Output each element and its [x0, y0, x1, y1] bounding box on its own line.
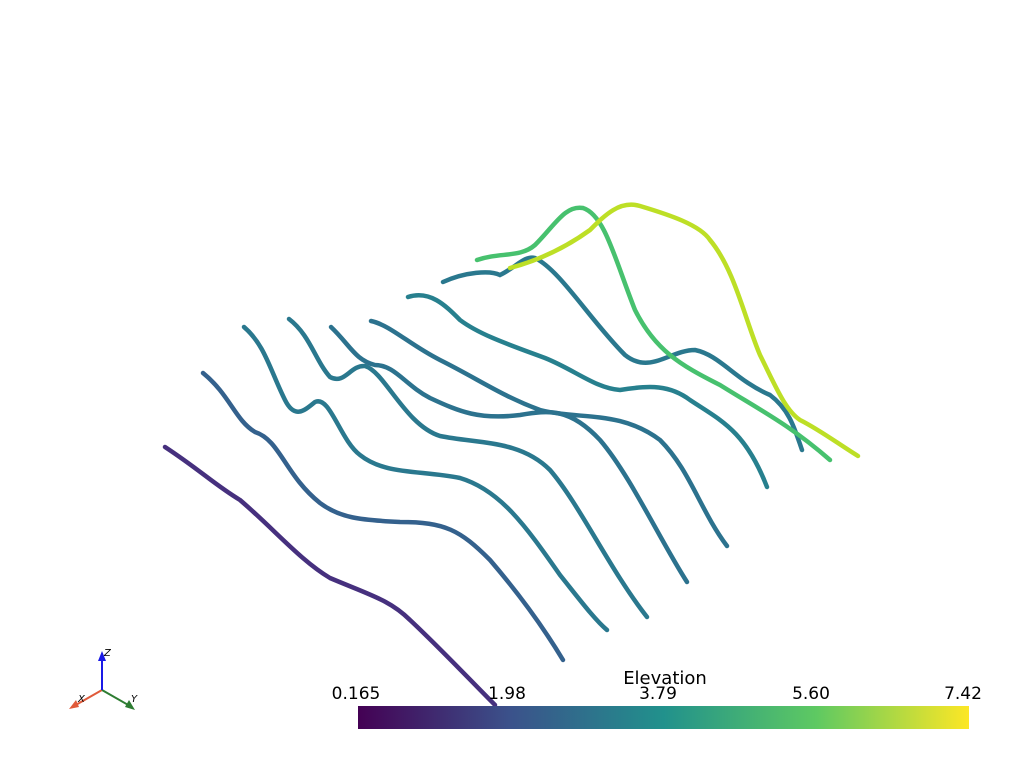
- scalar-bar: [358, 706, 969, 729]
- elevation-profile-line-1: [162, 444, 498, 708]
- z-axis-label: Z: [103, 648, 112, 659]
- z-axis-arrowhead: [98, 651, 106, 661]
- elevation-profile-line-4: [286, 316, 650, 620]
- y-axis-label: Y: [131, 694, 138, 705]
- scalar-bar-tick-5: 7.42: [944, 684, 982, 704]
- x-axis-label: X: [77, 694, 86, 705]
- scalar-bar-tick-2: 1.98: [488, 684, 526, 704]
- elevation-profile-line-7: [405, 293, 770, 490]
- elevation-profile-line-3: [241, 324, 610, 633]
- elevation-profile-line-5: [328, 324, 690, 585]
- elevation-profile-line-2: [200, 370, 566, 663]
- elevation-profile-line-9: [474, 205, 833, 463]
- y-axis-arrow: [101, 689, 131, 707]
- scalar-bar-tick-3: 3.79: [639, 684, 677, 704]
- scalar-bar-tick-4: 5.60: [792, 684, 830, 704]
- x-axis-arrowhead: [69, 700, 79, 709]
- scalar-bar-title: Elevation: [623, 668, 707, 689]
- y-axis-arrowhead: [125, 700, 135, 710]
- orientation-axes-widget: X Y Z: [69, 648, 138, 710]
- elevation-profile-line-10: [507, 202, 861, 459]
- x-axis-arrow: [73, 689, 103, 707]
- scalar-bar-tick-1: 0.165: [331, 684, 381, 704]
- elevation-profile-line-6: [368, 318, 730, 549]
- elevation-profile-line-8: [440, 255, 805, 453]
